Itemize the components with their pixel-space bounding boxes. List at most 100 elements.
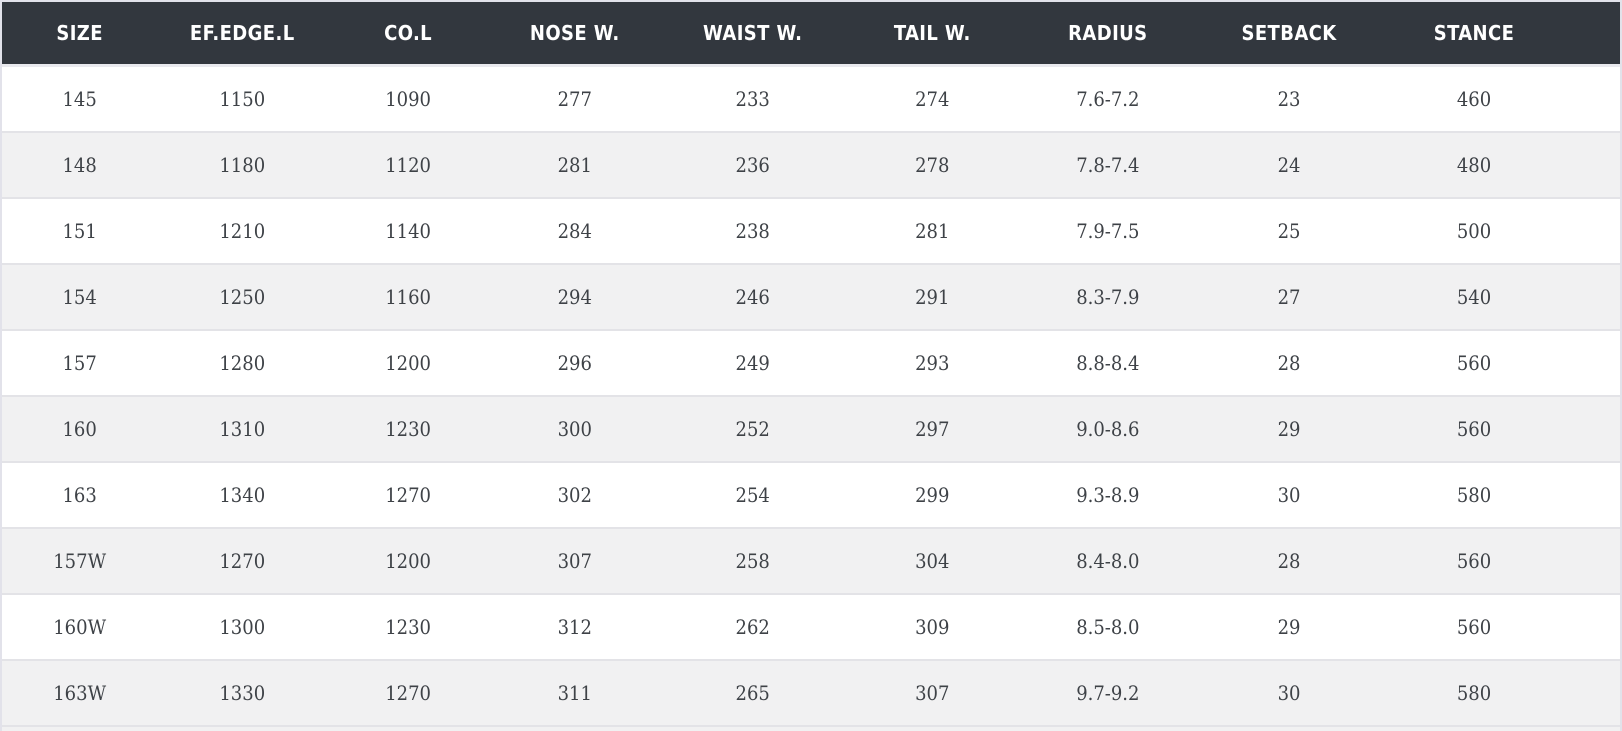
table-row: 160W 1300 1230 312 262 309 8.5-8.0 29 56…	[2, 593, 1620, 660]
cell-ef-edge: 1210	[157, 197, 328, 264]
cell-tail-w: 291	[844, 263, 1020, 330]
cell-stance: 500	[1382, 197, 1620, 264]
cell-size: 154	[2, 263, 158, 330]
cell-ef-edge: 1280	[157, 329, 328, 396]
cell-setback: 28	[1196, 329, 1383, 396]
table-row: 160 1310 1230 300 252 297 9.0-8.6 29 560	[2, 395, 1620, 462]
cell-co-l: 1090	[327, 65, 489, 132]
cell-tail-w: 297	[844, 395, 1020, 462]
cell-nose-w: 307	[488, 527, 661, 594]
cell-radius: 8.4-8.0	[1019, 527, 1197, 594]
cell-co-l: 1140	[327, 197, 489, 264]
cell-nose-w: 277	[488, 65, 661, 132]
cell-radius: 7.8-7.4	[1019, 131, 1197, 198]
cell-tail-w: 299	[844, 461, 1020, 528]
cell-co-l: 1270	[327, 659, 489, 725]
cell-tail-w: 309	[844, 593, 1020, 660]
cell-stance: 560	[1382, 593, 1620, 660]
cell-radius: 8.8-8.4	[1019, 329, 1197, 396]
cell-waist-w: 258	[660, 527, 845, 594]
cell-setback: 25	[1196, 197, 1383, 264]
table-filler	[2, 725, 1620, 731]
cell-setback: 30	[1196, 461, 1383, 528]
cell-tail-w: 304	[844, 527, 1020, 594]
cell-size: 157	[2, 329, 158, 396]
cell-size: 163	[2, 461, 158, 528]
cell-stance: 580	[1382, 461, 1620, 528]
cell-nose-w: 296	[488, 329, 661, 396]
cell-waist-w: 238	[660, 197, 845, 264]
cell-co-l: 1230	[327, 395, 489, 462]
cell-radius: 8.5-8.0	[1019, 593, 1197, 660]
column-header-setback: SETBACK	[1196, 2, 1383, 67]
cell-size: 151	[2, 197, 158, 264]
header-row: SIZE EF.EDGE.L CO.L NOSE W. WAIST W. TAI…	[2, 2, 1620, 67]
cell-stance: 560	[1382, 395, 1620, 462]
table-header: SIZE EF.EDGE.L CO.L NOSE W. WAIST W. TAI…	[2, 2, 1620, 67]
table-row: 157 1280 1200 296 249 293 8.8-8.4 28 560	[2, 329, 1620, 396]
column-header-stance: STANCE	[1382, 2, 1620, 67]
cell-setback: 27	[1196, 263, 1383, 330]
column-header-tail-w: TAIL W.	[844, 2, 1020, 67]
column-header-radius: RADIUS	[1019, 2, 1197, 67]
cell-ef-edge: 1250	[157, 263, 328, 330]
cell-waist-w: 246	[660, 263, 845, 330]
cell-radius: 9.7-9.2	[1019, 659, 1197, 725]
cell-co-l: 1120	[327, 131, 489, 198]
table-body: 145 1150 1090 277 233 274 7.6-7.2 23 460…	[2, 65, 1620, 725]
cell-tail-w: 278	[844, 131, 1020, 198]
cell-radius: 7.9-7.5	[1019, 197, 1197, 264]
cell-nose-w: 281	[488, 131, 661, 198]
cell-setback: 29	[1196, 395, 1383, 462]
cell-setback: 29	[1196, 593, 1383, 660]
cell-ef-edge: 1270	[157, 527, 328, 594]
cell-size: 160W	[2, 593, 158, 660]
table-row: 145 1150 1090 277 233 274 7.6-7.2 23 460	[2, 65, 1620, 132]
cell-nose-w: 311	[488, 659, 661, 725]
cell-setback: 24	[1196, 131, 1383, 198]
cell-waist-w: 265	[660, 659, 845, 725]
cell-tail-w: 274	[844, 65, 1020, 132]
column-header-nose-w: NOSE W.	[488, 2, 661, 67]
cell-co-l: 1160	[327, 263, 489, 330]
cell-tail-w: 293	[844, 329, 1020, 396]
cell-ef-edge: 1310	[157, 395, 328, 462]
cell-radius: 7.6-7.2	[1019, 65, 1197, 132]
cell-co-l: 1270	[327, 461, 489, 528]
table-row: 157W 1270 1200 307 258 304 8.4-8.0 28 56…	[2, 527, 1620, 594]
cell-stance: 580	[1382, 659, 1620, 725]
column-header-ef-edge-l: EF.EDGE.L	[157, 2, 328, 67]
cell-ef-edge: 1300	[157, 593, 328, 660]
table-row: 163W 1330 1270 311 265 307 9.7-9.2 30 58…	[2, 659, 1620, 725]
cell-stance: 560	[1382, 329, 1620, 396]
cell-size: 145	[2, 65, 158, 132]
cell-ef-edge: 1150	[157, 65, 328, 132]
cell-tail-w: 307	[844, 659, 1020, 725]
cell-tail-w: 281	[844, 197, 1020, 264]
table-row: 151 1210 1140 284 238 281 7.9-7.5 25 500	[2, 197, 1620, 264]
cell-nose-w: 302	[488, 461, 661, 528]
cell-waist-w: 249	[660, 329, 845, 396]
cell-stance: 560	[1382, 527, 1620, 594]
cell-co-l: 1200	[327, 329, 489, 396]
cell-size: 148	[2, 131, 158, 198]
table-row: 163 1340 1270 302 254 299 9.3-8.9 30 580	[2, 461, 1620, 528]
cell-nose-w: 300	[488, 395, 661, 462]
cell-setback: 30	[1196, 659, 1383, 725]
column-header-size: SIZE	[2, 2, 158, 67]
cell-nose-w: 312	[488, 593, 661, 660]
cell-nose-w: 294	[488, 263, 661, 330]
cell-ef-edge: 1330	[157, 659, 328, 725]
cell-waist-w: 252	[660, 395, 845, 462]
cell-stance: 460	[1382, 65, 1620, 132]
cell-setback: 28	[1196, 527, 1383, 594]
cell-co-l: 1200	[327, 527, 489, 594]
cell-co-l: 1230	[327, 593, 489, 660]
cell-stance: 540	[1382, 263, 1620, 330]
cell-radius: 8.3-7.9	[1019, 263, 1197, 330]
cell-size: 160	[2, 395, 158, 462]
cell-size: 157W	[2, 527, 158, 594]
cell-stance: 480	[1382, 131, 1620, 198]
cell-waist-w: 236	[660, 131, 845, 198]
